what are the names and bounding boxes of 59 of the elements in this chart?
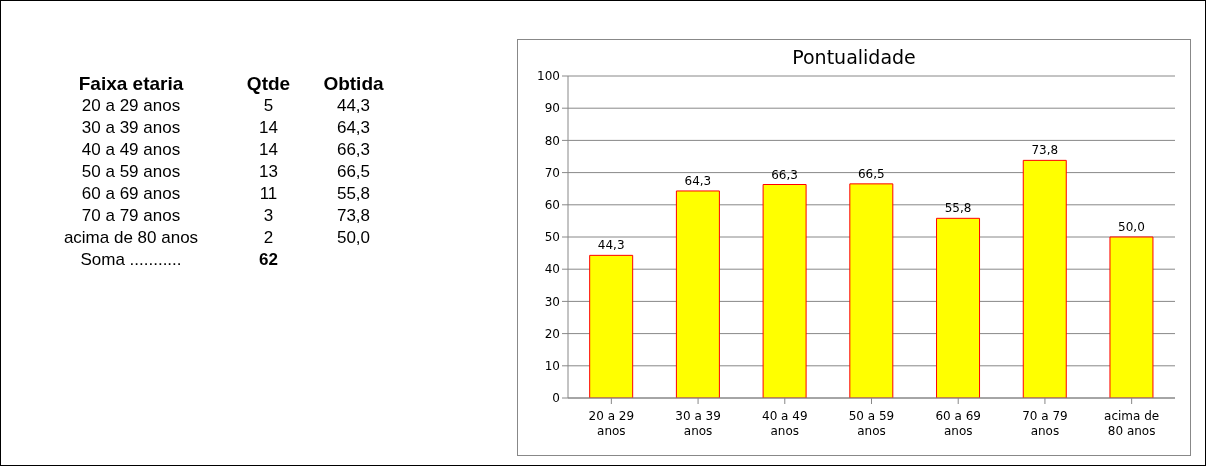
- data-label: 64,3: [684, 173, 712, 188]
- bar: [1022, 159, 1067, 398]
- chart-title: Pontualidade: [791, 46, 917, 68]
- data-label: 73,8: [1031, 143, 1059, 158]
- y-tick-label: 20: [544, 326, 560, 341]
- bar: [849, 183, 894, 398]
- bar: [762, 184, 807, 398]
- x-tick-label: acima de 80 anos: [1104, 409, 1160, 438]
- y-tick-label: 10: [544, 359, 560, 374]
- text: 14: [258, 117, 279, 139]
- text: 5: [262, 95, 275, 117]
- y-tick-label: 80: [544, 133, 560, 148]
- bar: [589, 254, 634, 398]
- text: 3: [262, 205, 275, 227]
- x-tick-label: 50 a 59 anos: [848, 409, 895, 438]
- text: 66,5: [335, 161, 372, 183]
- text: 60 a 69 anos: [80, 183, 182, 205]
- data-label: 55,8: [944, 201, 972, 216]
- data-label: 66,5: [857, 166, 885, 181]
- bar: [675, 190, 720, 398]
- y-tick-label: 70: [544, 165, 560, 180]
- bar: [1109, 236, 1154, 398]
- text: 50,0: [335, 227, 372, 249]
- text: 13: [258, 161, 279, 183]
- text: 62: [258, 249, 279, 271]
- text: acima de 80 anos: [62, 227, 200, 249]
- text: 73,8: [335, 205, 372, 227]
- y-tick-label: 30: [544, 294, 560, 309]
- text: 55,8: [335, 183, 372, 205]
- text: 70 a 79 anos: [80, 205, 182, 227]
- text: 66,3: [335, 139, 372, 161]
- x-tick-label: 70 a 79 anos: [1022, 409, 1068, 438]
- bar: [936, 217, 981, 398]
- data-label: 66,3: [771, 167, 798, 182]
- y-tick-label: 50: [544, 230, 560, 245]
- text: 50 a 59 anos: [80, 161, 182, 183]
- x-tick-label: 60 a 69 anos: [935, 409, 981, 438]
- text: Faixa etaria: [77, 73, 185, 95]
- text: 2: [262, 227, 275, 249]
- data-label: 50,0: [1118, 220, 1145, 234]
- y-tick-label: 90: [544, 101, 560, 116]
- x-tick-label: 40 a 49 anos: [762, 409, 808, 438]
- text: 20 a 29 anos: [80, 95, 182, 117]
- x-tick-label: 20 a 29 anos: [588, 409, 635, 438]
- y-tick-label: 0: [552, 391, 560, 406]
- text: 14: [258, 139, 279, 161]
- text: 64,3: [335, 117, 372, 139]
- text: 11: [258, 183, 279, 205]
- text: Obtida: [322, 73, 385, 95]
- y-tick-label: 60: [544, 198, 560, 213]
- text: 30 a 39 anos: [80, 117, 182, 139]
- text: Qtde: [245, 73, 292, 95]
- text: Soma ...........: [79, 249, 183, 271]
- y-tick-label: 100: [537, 69, 560, 84]
- y-tick-label: 40: [544, 262, 560, 277]
- x-tick-label: 30 a 39 anos: [675, 409, 721, 438]
- text: 40 a 49 anos: [80, 139, 182, 161]
- text: 44,3: [335, 95, 372, 117]
- data-label: 44,3: [597, 238, 625, 253]
